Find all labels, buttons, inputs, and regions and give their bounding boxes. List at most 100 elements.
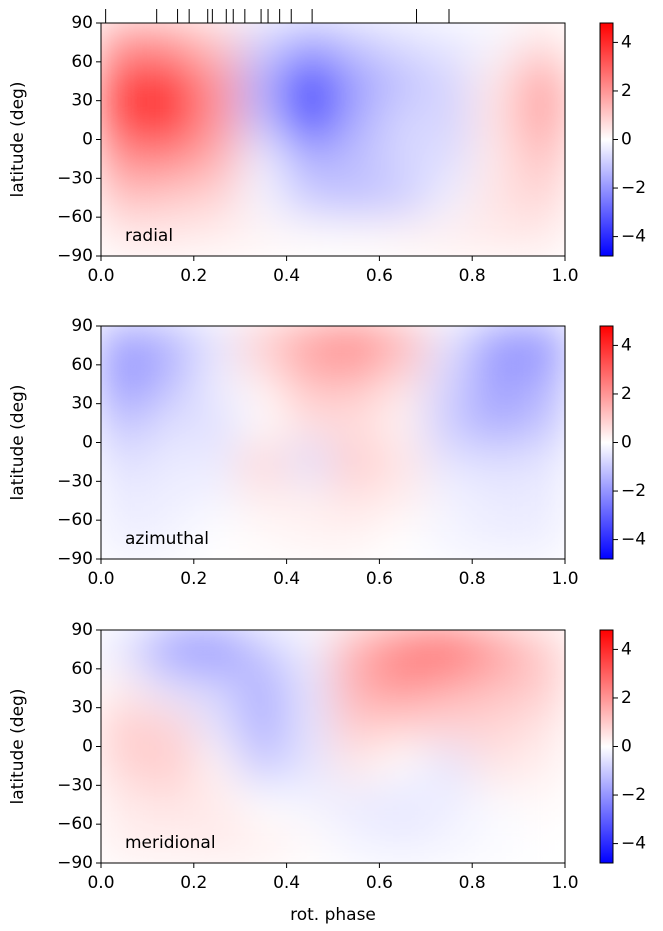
heatmap-cell [378,519,427,559]
heatmap-cell [193,364,241,405]
heatmap-cell [332,326,380,366]
heatmap-panel [101,326,565,559]
x-tick-label: 0.4 [273,266,300,286]
heatmap-cell [332,746,380,786]
colorbar-tick-label: −2 [621,785,646,805]
heatmap-cell [332,403,380,443]
colorbar-tick-label: 0 [621,130,632,150]
colorbar-tick-label: 0 [621,433,632,453]
heatmap-cell [378,823,427,863]
x-tick-label: 0.8 [459,569,486,589]
heatmap-cell [378,177,427,218]
heatmap-cell [378,364,427,405]
heatmap-cell [193,746,241,786]
colorbar-tick-label: −2 [621,481,646,501]
heatmap-cell [193,442,241,482]
y-tick-label: 60 [71,52,93,72]
heatmap-cell [146,707,195,747]
heatmap-cell [146,746,195,786]
y-tick-label: −60 [57,814,93,834]
x-tick-label: 0.0 [87,569,114,589]
heatmap-cell [518,177,565,218]
heatmap-cell [101,326,148,366]
heatmap-cell [101,823,148,863]
heatmap-cell [193,480,241,521]
heatmap-cell [425,668,473,709]
heatmap-cell [425,403,473,443]
heatmap-cell [425,139,473,179]
heatmap-cell [518,442,565,482]
heatmap-cell [425,784,473,825]
y-tick-label: 0 [82,737,93,757]
heatmap-cell [471,707,520,747]
colorbar-tick-label: 4 [621,639,632,659]
heatmap-cell [193,519,241,559]
heatmap-cell [239,519,288,559]
heatmap-cell [471,442,520,482]
x-tick-label: 0.0 [87,873,114,893]
heatmap-cell [286,139,334,179]
heatmap-cell [146,403,195,443]
colorbar-tick-label: 0 [621,737,632,757]
heatmap-cell [378,668,427,709]
colorbar [599,629,614,864]
heatmap-cell [146,442,195,482]
heatmap-cell [471,784,520,825]
heatmap-cell [425,61,473,102]
heatmap-cell [193,139,241,179]
heatmap-cell [239,139,288,179]
y-tick-label: −90 [57,549,93,569]
heatmap-cell [518,326,565,366]
heatmap-cell [471,668,520,709]
y-tick-label: −30 [57,775,93,795]
heatmap-cell [239,668,288,709]
heatmap-cell [471,746,520,786]
x-tick-label: 0.2 [180,873,207,893]
heatmap-cell [146,139,195,179]
heatmap-cell [193,23,241,63]
x-tick-label: 0.4 [273,873,300,893]
heatmap-cell [101,139,148,179]
colorbar-tick-label: 2 [621,81,632,101]
heatmap-cell [332,784,380,825]
heatmap-cell [101,784,148,825]
heatmap-cell [332,216,380,256]
heatmap-cell [286,216,334,256]
heatmap-cell [425,480,473,521]
heatmap-cell [471,364,520,405]
heatmap-cell [101,668,148,709]
heatmap-cell [332,707,380,747]
heatmap-cell [518,668,565,709]
heatmap-cell [146,784,195,825]
heatmap-cell [239,364,288,405]
heatmap-cell [286,442,334,482]
heatmap-cell [425,100,473,140]
y-tick-label: −60 [57,207,93,227]
heatmap-cell [378,23,427,63]
heatmap-cell [425,442,473,482]
heatmap-cell [425,326,473,366]
y-tick-label: 60 [71,355,93,375]
heatmap-cell [518,480,565,521]
heatmap-cell [101,177,148,218]
y-tick-label: 30 [71,394,93,414]
heatmap-cell [471,403,520,443]
heatmap-cell [471,61,520,102]
heatmap-cell [146,823,195,863]
heatmap-cell [471,216,520,256]
heatmap-cell [518,23,565,63]
heatmap-cell [286,823,334,863]
x-tick-label: 0.8 [459,266,486,286]
heatmap-cell [378,403,427,443]
colorbar-tick-label: −4 [621,834,646,854]
x-tick-label: 0.8 [459,873,486,893]
heatmap-cell [332,364,380,405]
heatmap-cell [239,442,288,482]
x-tick-label: 0.6 [366,266,393,286]
heatmap-cell [425,519,473,559]
heatmap-cell [286,519,334,559]
y-tick-label: −90 [57,246,93,266]
heatmap-cell [471,139,520,179]
heatmap-cell [101,100,148,140]
